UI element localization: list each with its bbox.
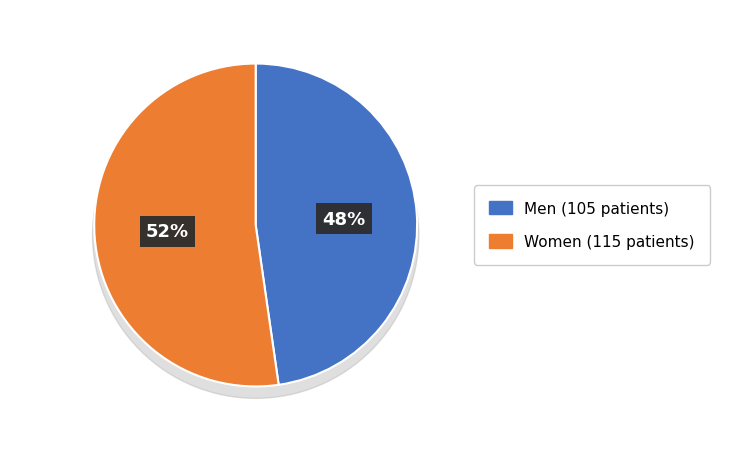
Legend: Men (105 patients), Women (115 patients): Men (105 patients), Women (115 patients) [474, 186, 710, 265]
Text: 52%: 52% [146, 223, 189, 241]
Text: 48%: 48% [322, 210, 365, 228]
Wedge shape [94, 64, 279, 387]
Wedge shape [256, 64, 417, 385]
Ellipse shape [92, 73, 419, 399]
